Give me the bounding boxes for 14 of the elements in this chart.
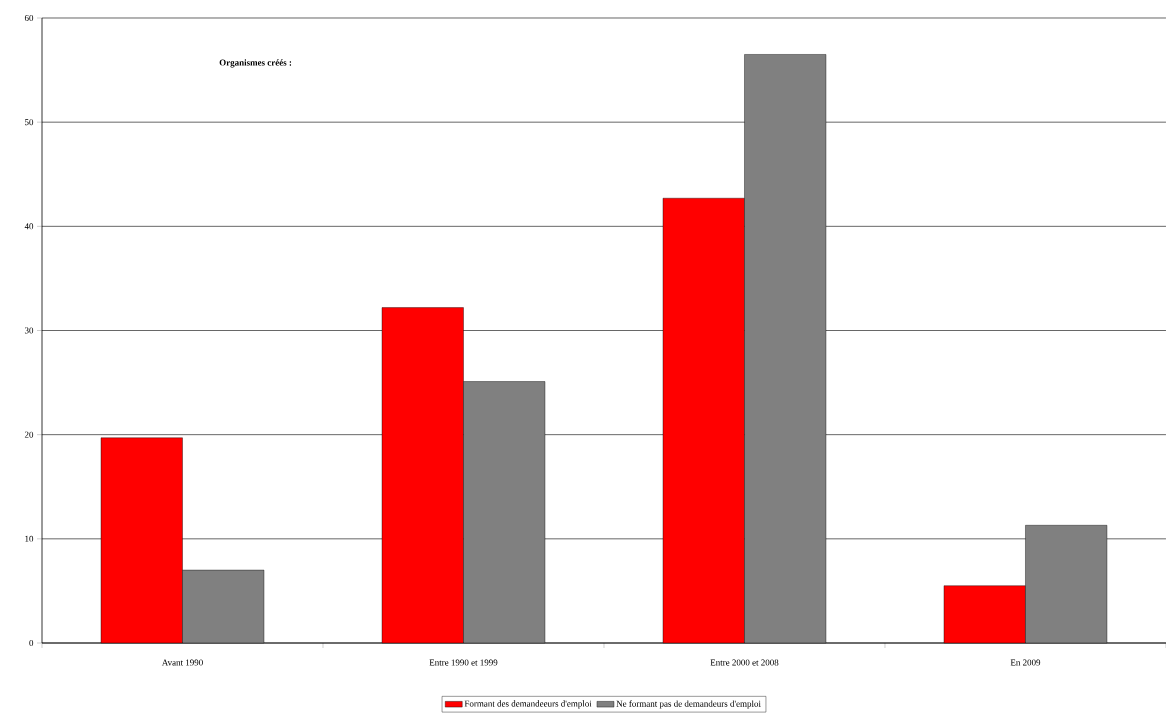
x-tick-label: Avant 1990 — [161, 659, 203, 666]
text: Organismes créés : — [219, 59, 292, 68]
y-tick-label: 20 — [24, 431, 34, 438]
y-tick-label: 60 — [24, 14, 34, 22]
y-tick-label: 30 — [24, 327, 34, 334]
x-tick-label: Entre 2000 et 2008 — [710, 659, 779, 666]
y-tick-label: 10 — [25, 535, 34, 542]
y-tick-label: 50 — [25, 119, 34, 126]
y-tick-label: 40 — [24, 223, 34, 230]
x-tick-label: En 2009 — [1010, 659, 1041, 666]
x-tick-label: Entre 1990 et 1999 — [429, 659, 498, 666]
y-tick-label: 0 — [29, 639, 34, 647]
legend-label: Ne formant pas de demandeurs d'emploi — [616, 700, 761, 709]
legend-label: Formant des demandeeurs d'emploi — [464, 700, 592, 709]
